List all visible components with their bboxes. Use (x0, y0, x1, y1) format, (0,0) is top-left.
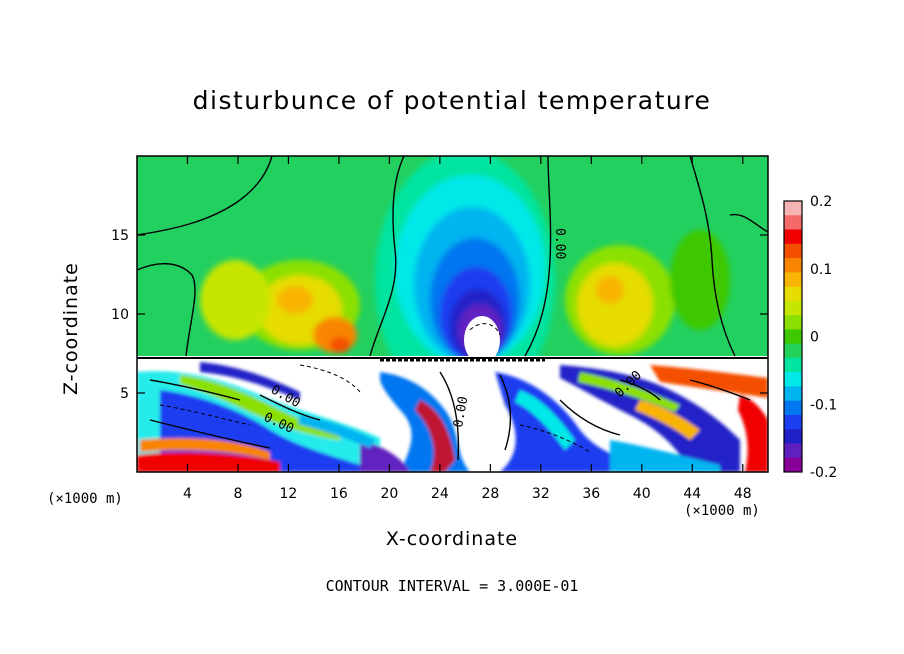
contour-label: 0.00 (451, 395, 471, 428)
colorbar-swatch (784, 315, 802, 330)
y-tick-label: 15 (111, 228, 129, 244)
x-tick-label: 32 (532, 486, 550, 502)
colorbar-swatch (784, 229, 802, 245)
x-tick-label: 8 (233, 486, 242, 502)
colorbar-swatch (784, 443, 802, 459)
colorbar-swatch (784, 414, 802, 430)
x-tick-label: 44 (683, 486, 701, 502)
colorbar-swatch (784, 400, 802, 416)
colorbar-swatch (784, 215, 802, 231)
colorbar-tick-label: 0.2 (810, 194, 832, 210)
y-tick-label: 10 (111, 307, 129, 323)
colorbar-swatch (784, 457, 802, 473)
x-unit-label-right: (×1000 m) (684, 503, 760, 519)
y-axis-label: Z-coordinate (60, 262, 82, 395)
colorbar-swatch (784, 272, 802, 288)
y-axis: 5 10 15 (111, 228, 768, 402)
x-tick-label: 20 (380, 486, 398, 502)
colorbar-tick-label: 0 (810, 330, 819, 346)
x-tick-label: 40 (633, 486, 651, 502)
x-unit-label-left: (×1000 m) (47, 491, 123, 507)
y-tick-label: 5 (120, 386, 129, 402)
contour-interval-note: CONTOUR INTERVAL = 3.000E-01 (325, 577, 579, 595)
colorbar-swatch (784, 429, 802, 444)
x-tick-label: 12 (280, 486, 298, 502)
colorbar-swatch (784, 243, 802, 259)
colorbar: 0.2 0.1 0 -0.1 -0.2 (783, 194, 837, 481)
chart-title: disturbunce of potential temperature (192, 86, 712, 115)
colorbar-swatch (784, 201, 802, 216)
x-axis: 4 8 12 16 20 24 28 32 36 40 44 48 (183, 156, 752, 502)
colorbar-tick-label: -0.1 (810, 397, 837, 413)
contour-label: 0.00 (552, 228, 567, 259)
colorbar-swatch (784, 372, 802, 387)
colorbar-tick-label: -0.2 (810, 465, 837, 481)
colorbar-swatch (784, 357, 802, 373)
x-tick-label: 28 (481, 486, 499, 502)
colorbar-swatch (784, 386, 802, 402)
colorbar-frame (783, 200, 803, 473)
x-axis-label: X-coordinate (385, 528, 519, 550)
colorbar-swatch (784, 258, 802, 273)
x-tick-label: 16 (330, 486, 348, 502)
x-tick-label: 24 (431, 486, 449, 502)
x-tick-label: 4 (183, 486, 192, 502)
colorbar-swatch (784, 286, 802, 302)
x-tick-label: 48 (734, 486, 752, 502)
colorbar-swatch (784, 329, 802, 345)
x-tick-label: 36 (582, 486, 600, 502)
heatmap-field (137, 156, 768, 472)
colorbar-swatch (784, 343, 802, 359)
colorbar-swatch (784, 300, 802, 316)
colorbar-tick-label: 0.1 (810, 262, 832, 278)
